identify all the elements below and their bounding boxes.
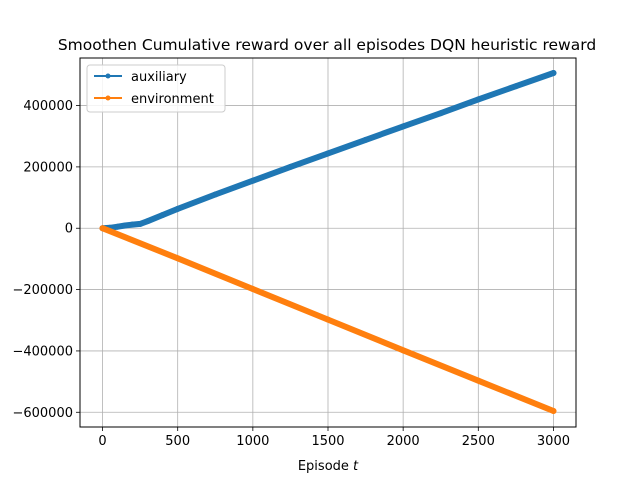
y-tick-label: 0 [65, 222, 73, 237]
data-point-environment [249, 285, 256, 292]
legend-label-auxiliary: auxiliary [131, 70, 187, 85]
x-axis-label-text: Episode [298, 459, 353, 474]
chart-title: Smoothen Cumulative reward over all epis… [58, 36, 596, 54]
data-point-auxiliary [114, 223, 121, 230]
data-point-environment [400, 347, 407, 354]
ticks: 0 500 1000 1500 2000 2500 3000 −600000 −400000 −2… [12, 99, 570, 449]
x-tick-label: 0 [98, 434, 106, 449]
data-point-environment [550, 408, 557, 415]
x-axis-label: Episode t [298, 459, 359, 474]
x-axis-label-variable: t [353, 459, 359, 474]
x-tick-label: 1500 [311, 434, 344, 449]
y-tick-label: −400000 [12, 344, 73, 359]
data-point-auxiliary [122, 222, 129, 229]
data-point-environment [174, 255, 181, 262]
legend-label-environment: environment [131, 92, 214, 107]
data-point-auxiliary [129, 221, 136, 228]
data-point-auxiliary [550, 70, 557, 77]
series-layer [99, 70, 557, 415]
data-point-auxiliary [400, 123, 407, 130]
data-point-auxiliary [437, 110, 444, 117]
y-tick-label: 200000 [23, 160, 73, 175]
grid [80, 58, 576, 427]
x-tick-label: 2000 [387, 434, 420, 449]
x-tick-label: 3000 [537, 434, 570, 449]
data-point-auxiliary [512, 83, 519, 90]
data-point-auxiliary [287, 163, 294, 170]
data-point-auxiliary [137, 220, 144, 227]
y-tick-label: −200000 [12, 283, 73, 298]
y-tick-label: −600000 [12, 406, 73, 421]
data-point-auxiliary [174, 205, 181, 212]
x-tick-label: 500 [165, 434, 190, 449]
x-tick-label: 1000 [236, 434, 269, 449]
data-point-auxiliary [325, 150, 331, 157]
data-point-auxiliary [144, 218, 151, 225]
data-point-auxiliary [159, 212, 166, 219]
data-point-auxiliary [249, 177, 256, 184]
data-point-environment [325, 316, 331, 323]
legend-marker-environment [105, 95, 111, 101]
data-point-auxiliary [475, 96, 482, 103]
data-point-environment [99, 225, 106, 232]
legend: auxiliary environment [86, 64, 226, 113]
x-tick-label: 2500 [462, 434, 495, 449]
legend-marker-auxiliary [105, 73, 111, 79]
data-point-environment [475, 377, 482, 384]
data-point-auxiliary [362, 136, 369, 143]
data-point-auxiliary [212, 191, 219, 198]
y-tick-label: 400000 [23, 99, 73, 114]
